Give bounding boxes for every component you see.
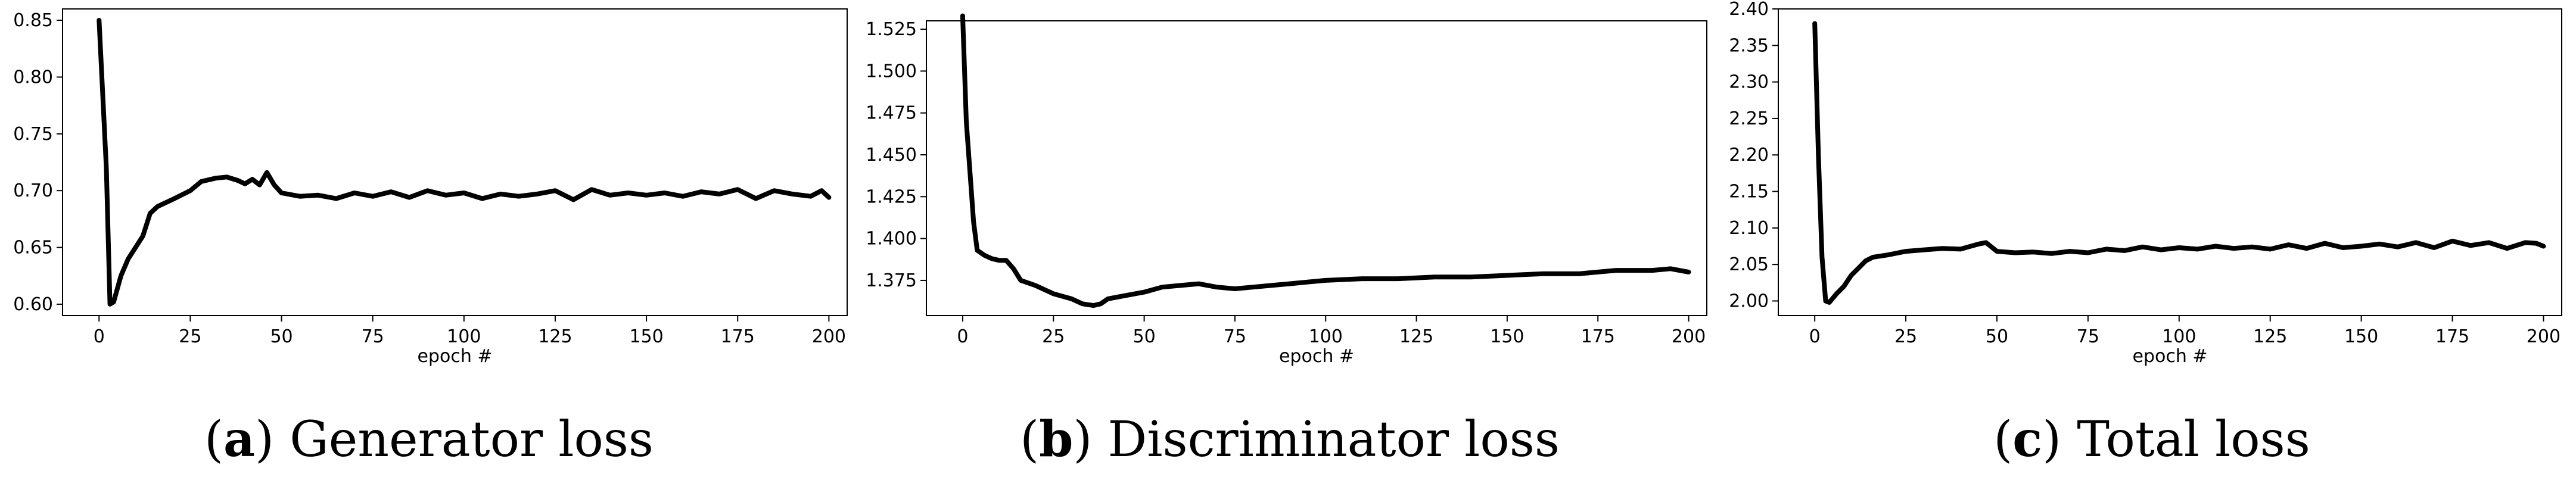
x-tick-label-b: 175	[1581, 326, 1615, 347]
plot-frame-a	[62, 8, 848, 316]
x-tick-label-b: 25	[1042, 326, 1065, 347]
y-tick-label-a: 0.70	[13, 180, 53, 201]
caption-a-text: Generator loss	[290, 411, 654, 468]
x-tick-label-a: 0	[94, 326, 105, 347]
caption-c-text: Total loss	[2077, 411, 2310, 468]
x-tick-label-b: 125	[1399, 326, 1433, 347]
y-tick-label-c: 2.35	[1729, 35, 1769, 56]
y-tick-label-a: 0.85	[13, 10, 53, 31]
y-tick-label-b: 1.525	[866, 19, 917, 40]
x-tick-label-b: 50	[1133, 326, 1155, 347]
caption-c-letter: c	[2012, 411, 2043, 468]
series-line-c-0	[1812, 21, 2546, 305]
x-tick-label-a: 150	[629, 326, 663, 347]
x-axis-label-a: epoch #	[417, 346, 492, 367]
x-tick-label-c: 150	[2344, 326, 2378, 347]
caption-b: (b) Discriminator loss	[1020, 411, 1560, 468]
x-tick-label-a: 200	[812, 326, 846, 347]
y-tick-label-a: 0.60	[13, 294, 53, 315]
x-tick-label-c: 175	[2435, 326, 2469, 347]
x-axis-label-b: epoch #	[1279, 346, 1354, 367]
y-tick-label-c: 2.00	[1729, 291, 1769, 311]
y-tick-label-c: 2.05	[1729, 254, 1769, 275]
y-tick-label-c: 2.15	[1729, 182, 1769, 202]
y-tick-label-b: 1.400	[866, 229, 917, 249]
y-tick-label-b: 1.475	[866, 103, 917, 124]
y-tick-label-c: 2.30	[1729, 72, 1769, 93]
x-tick-label-a: 125	[538, 326, 572, 347]
series-line-a-0	[97, 18, 832, 307]
x-tick-label-a: 50	[270, 326, 293, 347]
x-axis-label-c: epoch #	[2132, 346, 2207, 367]
y-tick-label-c: 2.10	[1729, 218, 1769, 239]
series-line-b-0	[960, 13, 1691, 308]
x-tick-label-c: 100	[2162, 326, 2196, 347]
caption-b-text: Discriminator loss	[1107, 411, 1560, 468]
y-tick-label-a: 0.65	[13, 238, 53, 258]
x-tick-label-a: 175	[721, 326, 755, 347]
caption-a: (a) Generator loss	[204, 411, 654, 468]
plot-frame-c	[1778, 8, 2562, 316]
y-tick-label-b: 1.450	[866, 145, 917, 166]
x-tick-label-a: 100	[447, 326, 481, 347]
x-tick-label-a: 25	[179, 326, 201, 347]
y-tick-label-c: 2.20	[1729, 145, 1769, 166]
x-tick-label-b: 0	[957, 326, 968, 347]
caption-a-letter: a	[223, 411, 256, 468]
y-tick-label-c: 2.40	[1729, 0, 1769, 20]
y-tick-label-b: 1.425	[866, 186, 917, 207]
chart-c: 0 25 50 75 100 125 150 175 200 2.00 2.05 2.10 2.15 2.…	[1729, 0, 2562, 367]
y-tick-label-b: 1.500	[866, 61, 917, 82]
y-tick-label-b: 1.375	[866, 270, 917, 291]
x-tick-label-b: 75	[1224, 326, 1246, 347]
chart-a: 0 25 50 75 100 125 150 175 200 0.60 0.65 0.70 0.75 0.…	[13, 8, 848, 367]
plot-frame-b	[926, 20, 1707, 316]
x-tick-label-b: 150	[1490, 326, 1524, 347]
y-tick-label-a: 0.75	[13, 124, 53, 145]
y-tick-label-a: 0.80	[13, 67, 53, 88]
x-tick-label-c: 200	[2527, 326, 2561, 347]
x-tick-label-c: 0	[1809, 326, 1821, 347]
x-tick-label-c: 75	[2077, 326, 2099, 347]
x-tick-label-c: 50	[1986, 326, 2008, 347]
caption-c: (c) Total loss	[1993, 411, 2310, 468]
x-tick-label-c: 125	[2253, 326, 2287, 347]
x-tick-label-a: 75	[362, 326, 384, 347]
y-tick-label-c: 2.25	[1729, 108, 1769, 129]
x-tick-label-b: 100	[1309, 326, 1343, 347]
chart-b: 0 25 50 75 100 125 150 175 200 1.375 1.400 1.425 1.4…	[866, 13, 1707, 367]
caption-b-letter: b	[1039, 411, 1074, 468]
x-tick-label-c: 25	[1894, 326, 1917, 347]
x-tick-label-b: 200	[1672, 326, 1706, 347]
